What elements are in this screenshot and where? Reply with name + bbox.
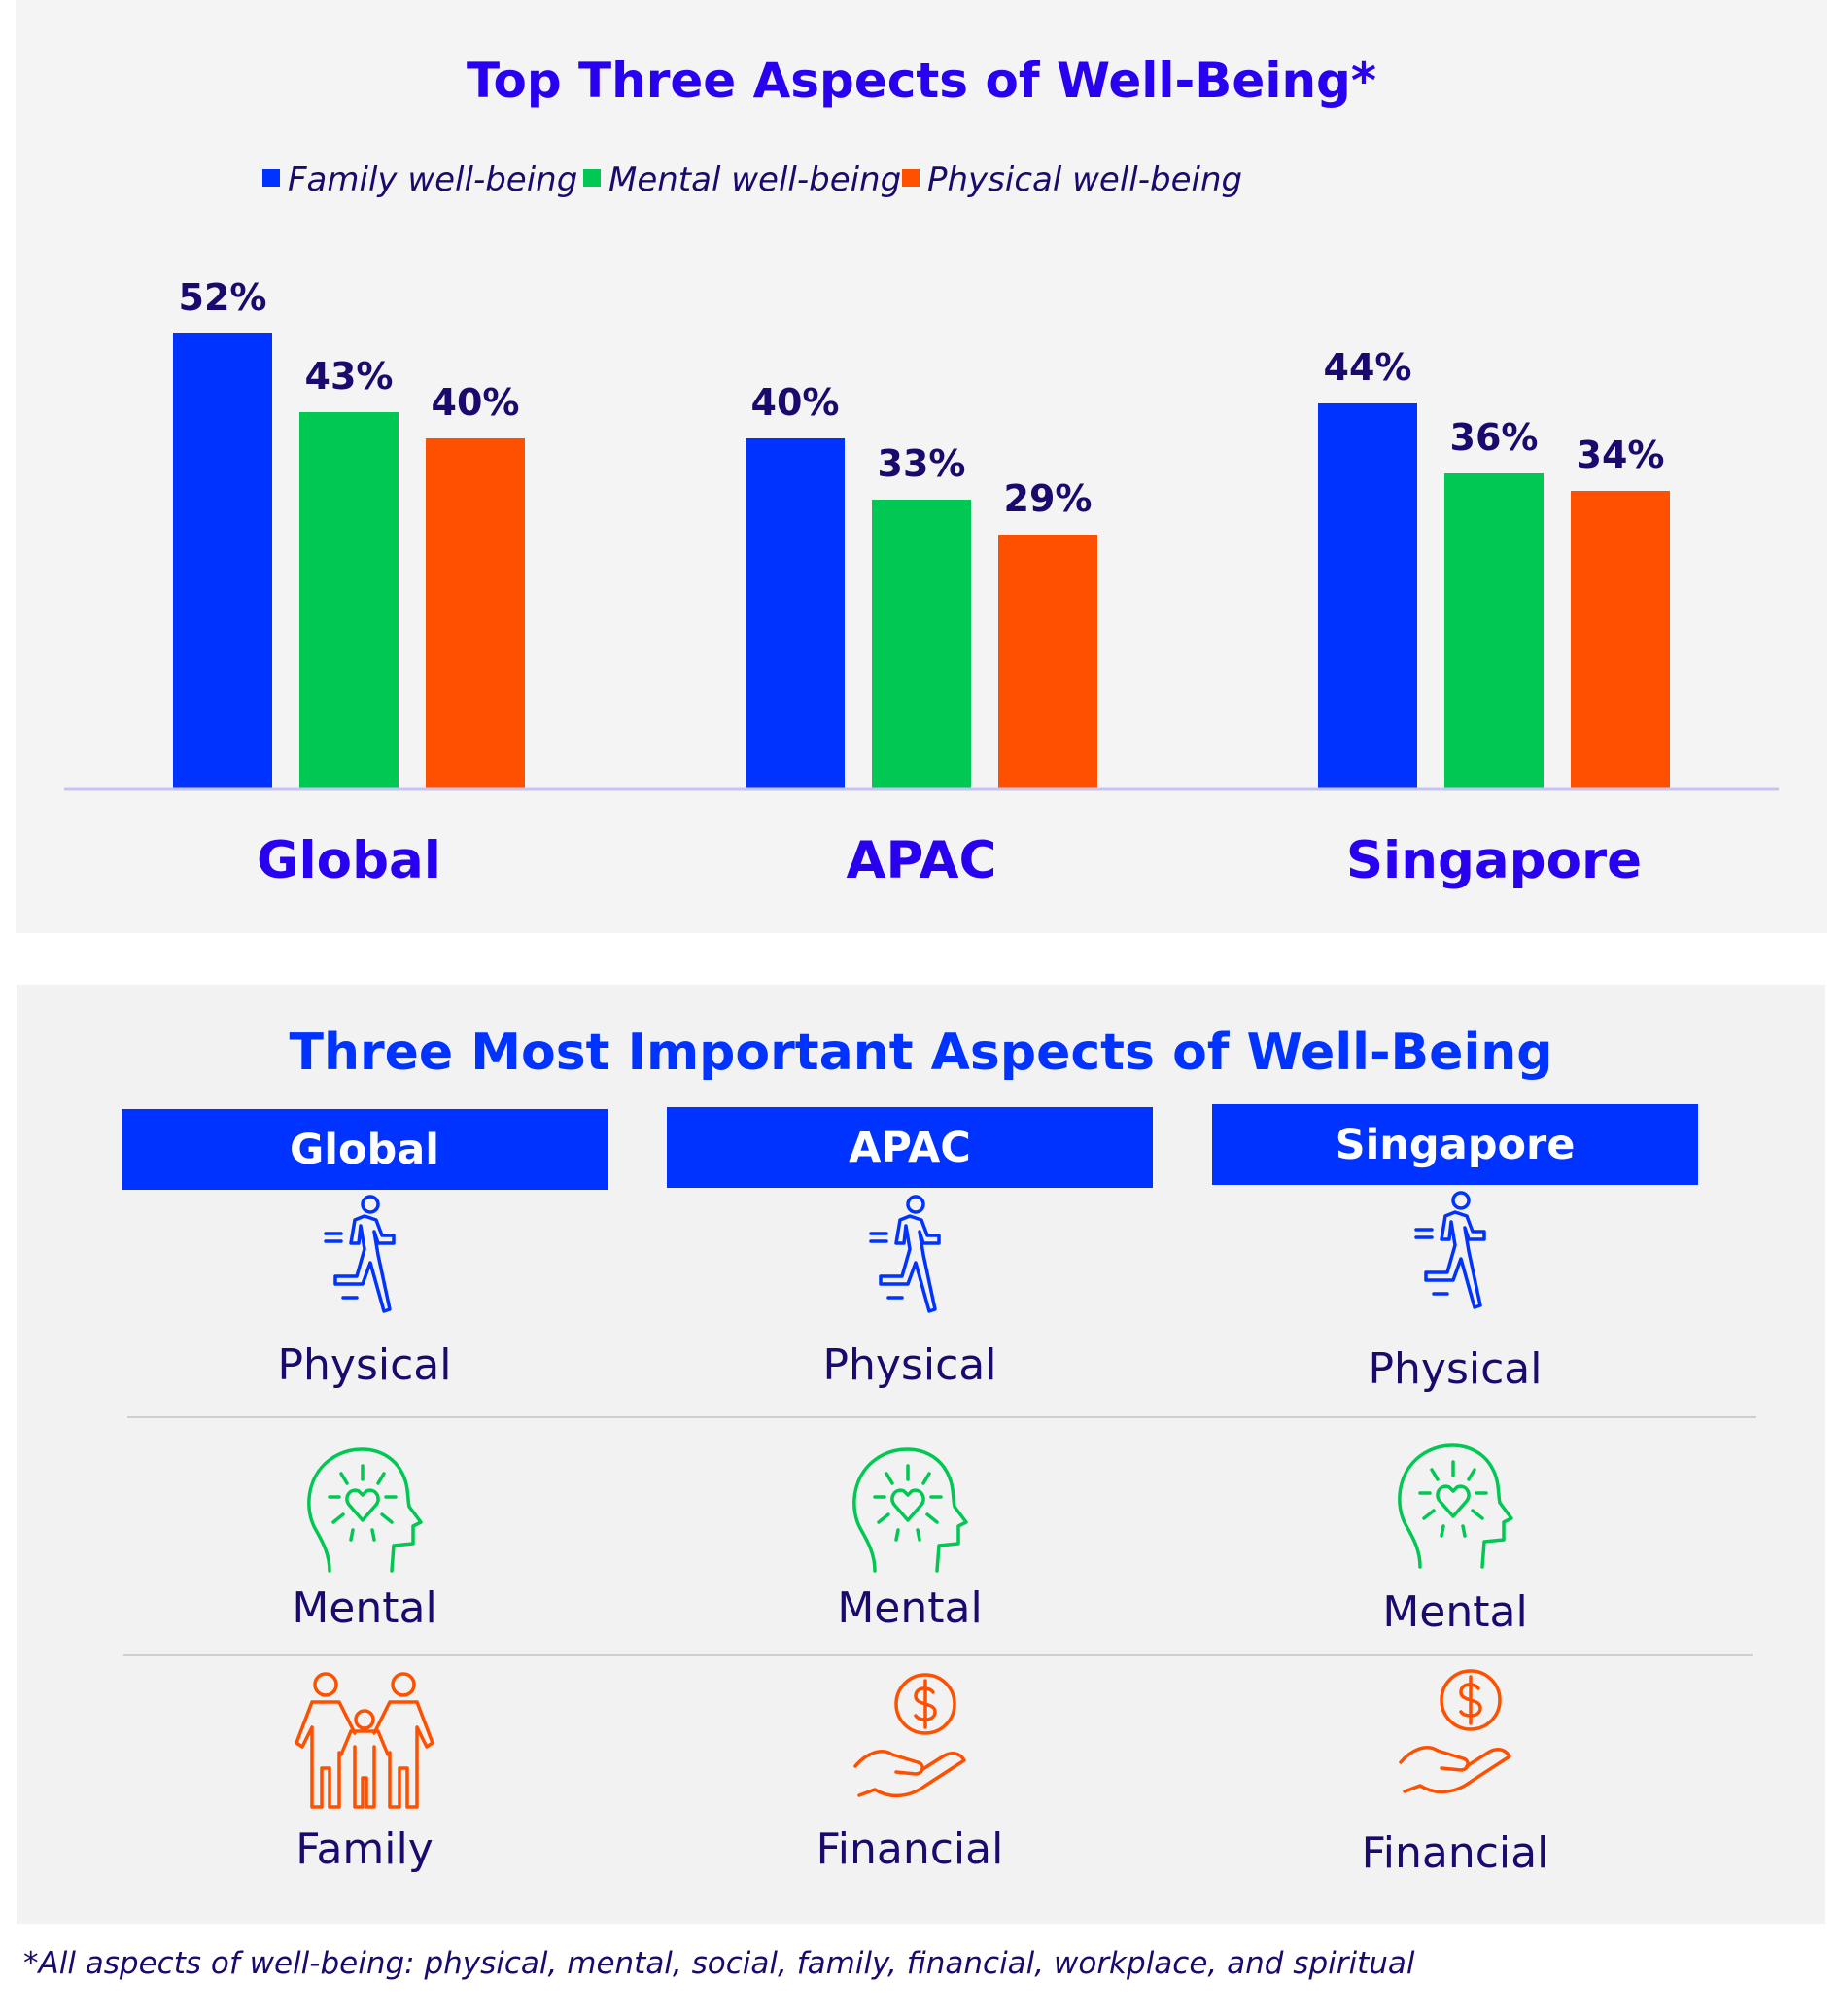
category-label: APAC	[847, 831, 997, 890]
head-heart-icon	[1377, 1425, 1533, 1581]
data-label: 29%	[1004, 477, 1093, 520]
hand-coin-icon	[1377, 1661, 1533, 1817]
category-label: Singapore	[1346, 831, 1642, 890]
data-label: 36%	[1450, 416, 1539, 459]
legend-swatch	[262, 169, 280, 187]
running-person-icon	[1377, 1183, 1533, 1338]
aspect-label: Mental	[837, 1583, 983, 1633]
bar	[299, 412, 399, 788]
bar-chart: Top Three Aspects of Well-Being* Family w…	[64, 52, 1779, 890]
data-label: 40%	[751, 381, 840, 424]
bar	[173, 333, 272, 788]
row-divider	[127, 1416, 1756, 1418]
aspects-title: Three Most Important Aspects of Well-Bei…	[289, 1024, 1553, 1082]
column-header: APAC	[667, 1107, 1153, 1188]
bar	[426, 438, 525, 788]
data-label: 34%	[1577, 434, 1665, 476]
aspect-label: Financial	[1361, 1828, 1549, 1878]
legend-label: Physical well-being	[927, 160, 1242, 199]
aspect-label: Physical	[1368, 1344, 1543, 1394]
hand-coin-icon	[832, 1665, 988, 1821]
legend-label: Mental well-being	[608, 160, 901, 199]
bar	[998, 535, 1097, 788]
legend-label: Family well-being	[288, 160, 577, 199]
legend-swatch	[583, 169, 601, 187]
running-person-icon	[287, 1187, 442, 1342]
aspect-label: Financial	[816, 1825, 1004, 1874]
aspects-panel: Three Most Important Aspects of Well-Bei…	[17, 985, 1825, 1924]
aspect-label: Physical	[277, 1340, 452, 1390]
chart-title: Top Three Aspects of Well-Being*	[467, 52, 1376, 109]
data-label: 33%	[878, 442, 966, 485]
bar	[1571, 491, 1670, 788]
data-label: 52%	[179, 276, 267, 319]
bar	[1318, 403, 1417, 788]
aspect-label: Mental	[1382, 1587, 1528, 1637]
bar	[746, 438, 845, 788]
running-person-icon	[832, 1187, 988, 1342]
aspect-label: Physical	[822, 1340, 997, 1390]
family-icon	[287, 1665, 442, 1821]
legend-swatch	[902, 169, 920, 187]
footnote: *All aspects of well-being: physical, me…	[23, 1946, 1415, 1981]
data-label: 43%	[305, 355, 394, 398]
category-label: Global	[257, 831, 441, 890]
aspect-label: Mental	[292, 1583, 437, 1633]
head-heart-icon	[832, 1429, 988, 1584]
chart-panel: Top Three Aspects of Well-Being* Family w…	[16, 0, 1827, 933]
aspect-label: Family	[295, 1825, 434, 1874]
bar	[872, 500, 971, 788]
head-heart-icon	[287, 1429, 442, 1584]
column-header: Singapore	[1212, 1104, 1698, 1185]
row-divider	[123, 1654, 1753, 1656]
column-header: Global	[122, 1109, 608, 1190]
data-label: 44%	[1324, 346, 1412, 389]
bar	[1444, 473, 1544, 788]
data-label: 40%	[432, 381, 520, 424]
